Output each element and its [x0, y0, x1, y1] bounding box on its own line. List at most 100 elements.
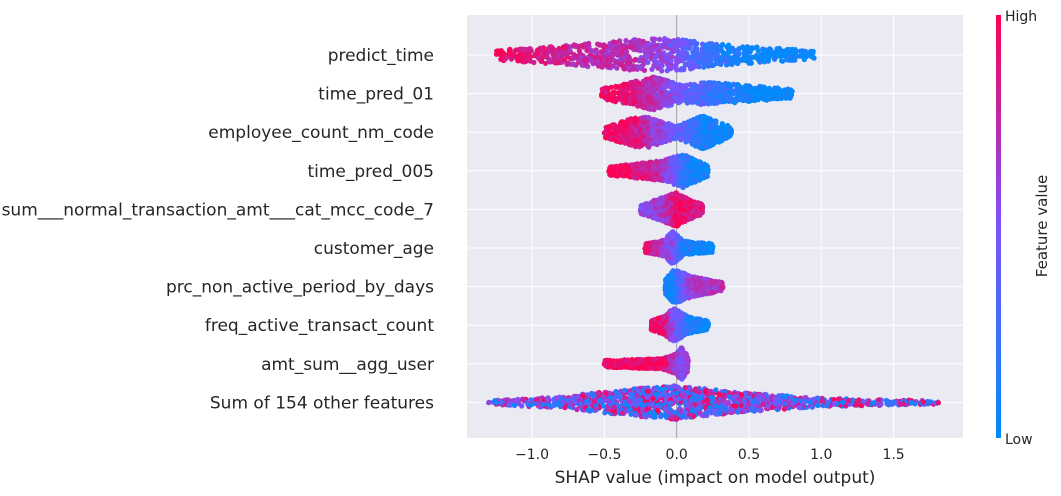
shap-point: [632, 56, 639, 63]
shap-point: [705, 98, 712, 104]
shap-point: [699, 46, 705, 52]
shap-point: [762, 48, 768, 54]
shap-point: [688, 199, 694, 205]
shap-point: [728, 90, 734, 96]
shap-point: [615, 90, 621, 96]
shap-point: [663, 77, 669, 83]
shap-point: [716, 85, 722, 91]
shap-point: [738, 57, 745, 63]
shap-point: [789, 46, 795, 53]
shap-point: [666, 98, 672, 104]
shap-point: [774, 46, 780, 52]
shap-point: [662, 36, 668, 42]
shap-point: [657, 36, 663, 43]
shap-point: [669, 124, 676, 130]
shap-point: [787, 95, 793, 101]
shap-point: [772, 56, 778, 62]
shap-point: [677, 205, 684, 212]
shap-point: [712, 119, 718, 125]
shap-point: [674, 67, 680, 73]
shap-point: [629, 140, 635, 146]
shap-point: [701, 124, 707, 130]
shap-point: [669, 88, 675, 94]
shap-point: [797, 48, 804, 54]
shap-point: [680, 45, 686, 51]
shap-point: [690, 130, 696, 136]
shap-point: [617, 172, 623, 178]
shap-point: [688, 97, 694, 103]
shap-point: [699, 202, 705, 208]
shap-point: [521, 59, 527, 65]
shap-point: [761, 85, 767, 91]
shap-point: [677, 200, 683, 206]
shap-point: [666, 210, 672, 216]
shap-point: [766, 92, 772, 98]
shap-point: [667, 132, 673, 138]
shap-point: [755, 56, 761, 62]
shap-point: [730, 57, 737, 63]
shap-point: [624, 86, 630, 92]
shap-point: [643, 167, 649, 174]
shap-point: [746, 93, 752, 100]
shap-point: [644, 161, 650, 167]
shap-point: [535, 47, 541, 53]
shap-point: [609, 50, 615, 56]
shap-point: [696, 171, 703, 177]
shap-point: [703, 166, 709, 172]
shap-point: [668, 161, 674, 167]
shap-point: [728, 127, 735, 133]
shap-point: [727, 82, 733, 88]
shap-point: [700, 57, 707, 63]
shap-point: [617, 38, 623, 44]
shap-point: [631, 175, 638, 181]
shap-point: [668, 58, 674, 64]
shap-point: [689, 156, 695, 162]
shap-point: [659, 63, 665, 69]
shap-point: [715, 53, 721, 59]
shap-point: [725, 59, 731, 66]
shap-point: [612, 128, 618, 134]
shap-point: [688, 122, 695, 128]
shap-point: [637, 48, 643, 54]
shap-point: [735, 60, 741, 67]
shap-point: [669, 54, 675, 60]
shap-point: [734, 47, 740, 54]
shap-point: [573, 42, 579, 49]
shap-point: [748, 60, 755, 66]
shap-point: [651, 124, 658, 130]
shap-point: [596, 55, 602, 61]
shap-point: [693, 118, 700, 124]
shap-point: [688, 66, 694, 72]
shap-point: [643, 79, 649, 85]
shap-point: [673, 190, 679, 196]
shap-point: [645, 59, 651, 65]
shap-point: [571, 61, 577, 67]
shap-point: [663, 194, 669, 200]
shap-point: [785, 86, 791, 92]
shap-point: [513, 54, 520, 60]
shap-point: [598, 49, 604, 55]
shap-point: [719, 122, 725, 128]
shap-point: [748, 86, 754, 92]
shap-point: [620, 82, 627, 88]
shap-point: [713, 97, 719, 103]
shap-point: [765, 88, 771, 94]
shap-point: [618, 167, 624, 173]
shap-point: [583, 60, 589, 66]
shap-point: [789, 88, 795, 94]
shap-point: [664, 173, 670, 179]
shap-point: [675, 100, 682, 106]
shap-point: [774, 92, 781, 99]
shap-point: [711, 135, 717, 141]
shap-point: [525, 47, 531, 53]
shap-point: [615, 96, 621, 102]
shap-point: [697, 132, 703, 138]
shap-point: [657, 199, 664, 205]
shap-point: [620, 88, 626, 94]
shap-point: [792, 54, 798, 60]
shap-point: [609, 92, 615, 99]
shap-point: [710, 62, 716, 68]
shap-point: [513, 47, 519, 53]
shap-point: [797, 53, 803, 59]
shap-point: [669, 47, 675, 53]
